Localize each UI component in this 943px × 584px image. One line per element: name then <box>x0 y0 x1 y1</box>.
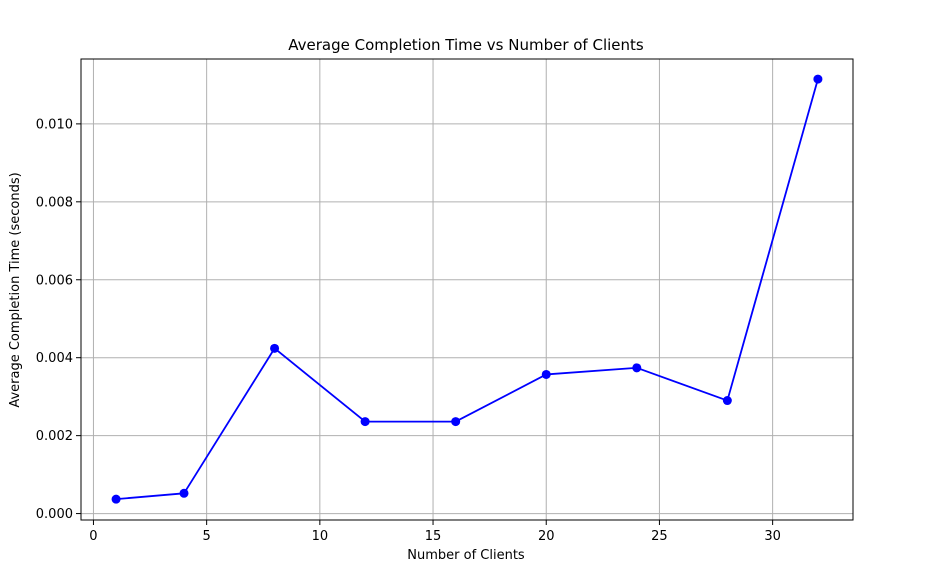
y-tick-label: 0.000 <box>36 507 73 522</box>
y-tick-label: 0.010 <box>36 117 73 132</box>
x-tick-label: 10 <box>312 529 329 544</box>
data-point <box>722 396 732 406</box>
y-axis-label: Average Completion Time (seconds) <box>8 172 23 407</box>
y-axis-ticks: 0.000 0.002 0.004 0.006 0.008 0.010 <box>36 117 81 522</box>
y-tick-label: 0.006 <box>36 273 73 288</box>
data-point <box>111 494 121 504</box>
grid <box>81 59 853 520</box>
chart-title: Average Completion Time vs Number of Cli… <box>288 36 644 54</box>
x-tick-label: 5 <box>203 529 211 544</box>
series-markers <box>111 74 823 504</box>
y-tick-label: 0.002 <box>36 429 73 444</box>
data-point <box>270 343 280 353</box>
x-tick-label: 15 <box>425 529 442 544</box>
series-line <box>116 78 819 501</box>
data-point <box>360 417 370 427</box>
plot-area-frame <box>80 58 854 521</box>
x-tick-label: 30 <box>764 529 781 544</box>
data-point <box>632 363 642 373</box>
data-point <box>179 488 189 498</box>
data-point <box>813 74 823 84</box>
series-line-layer <box>116 78 819 501</box>
x-tick-label: 20 <box>538 529 555 544</box>
y-tick-label: 0.004 <box>36 351 73 366</box>
data-point <box>541 369 551 379</box>
x-tick-label: 0 <box>89 529 97 544</box>
x-tick-label: 25 <box>651 529 668 544</box>
x-axis-label: Number of Clients <box>407 548 525 563</box>
y-tick-label: 0.008 <box>36 195 73 210</box>
data-point <box>451 417 461 427</box>
x-axis-ticks: 0 5 10 15 20 25 30 <box>89 520 781 544</box>
